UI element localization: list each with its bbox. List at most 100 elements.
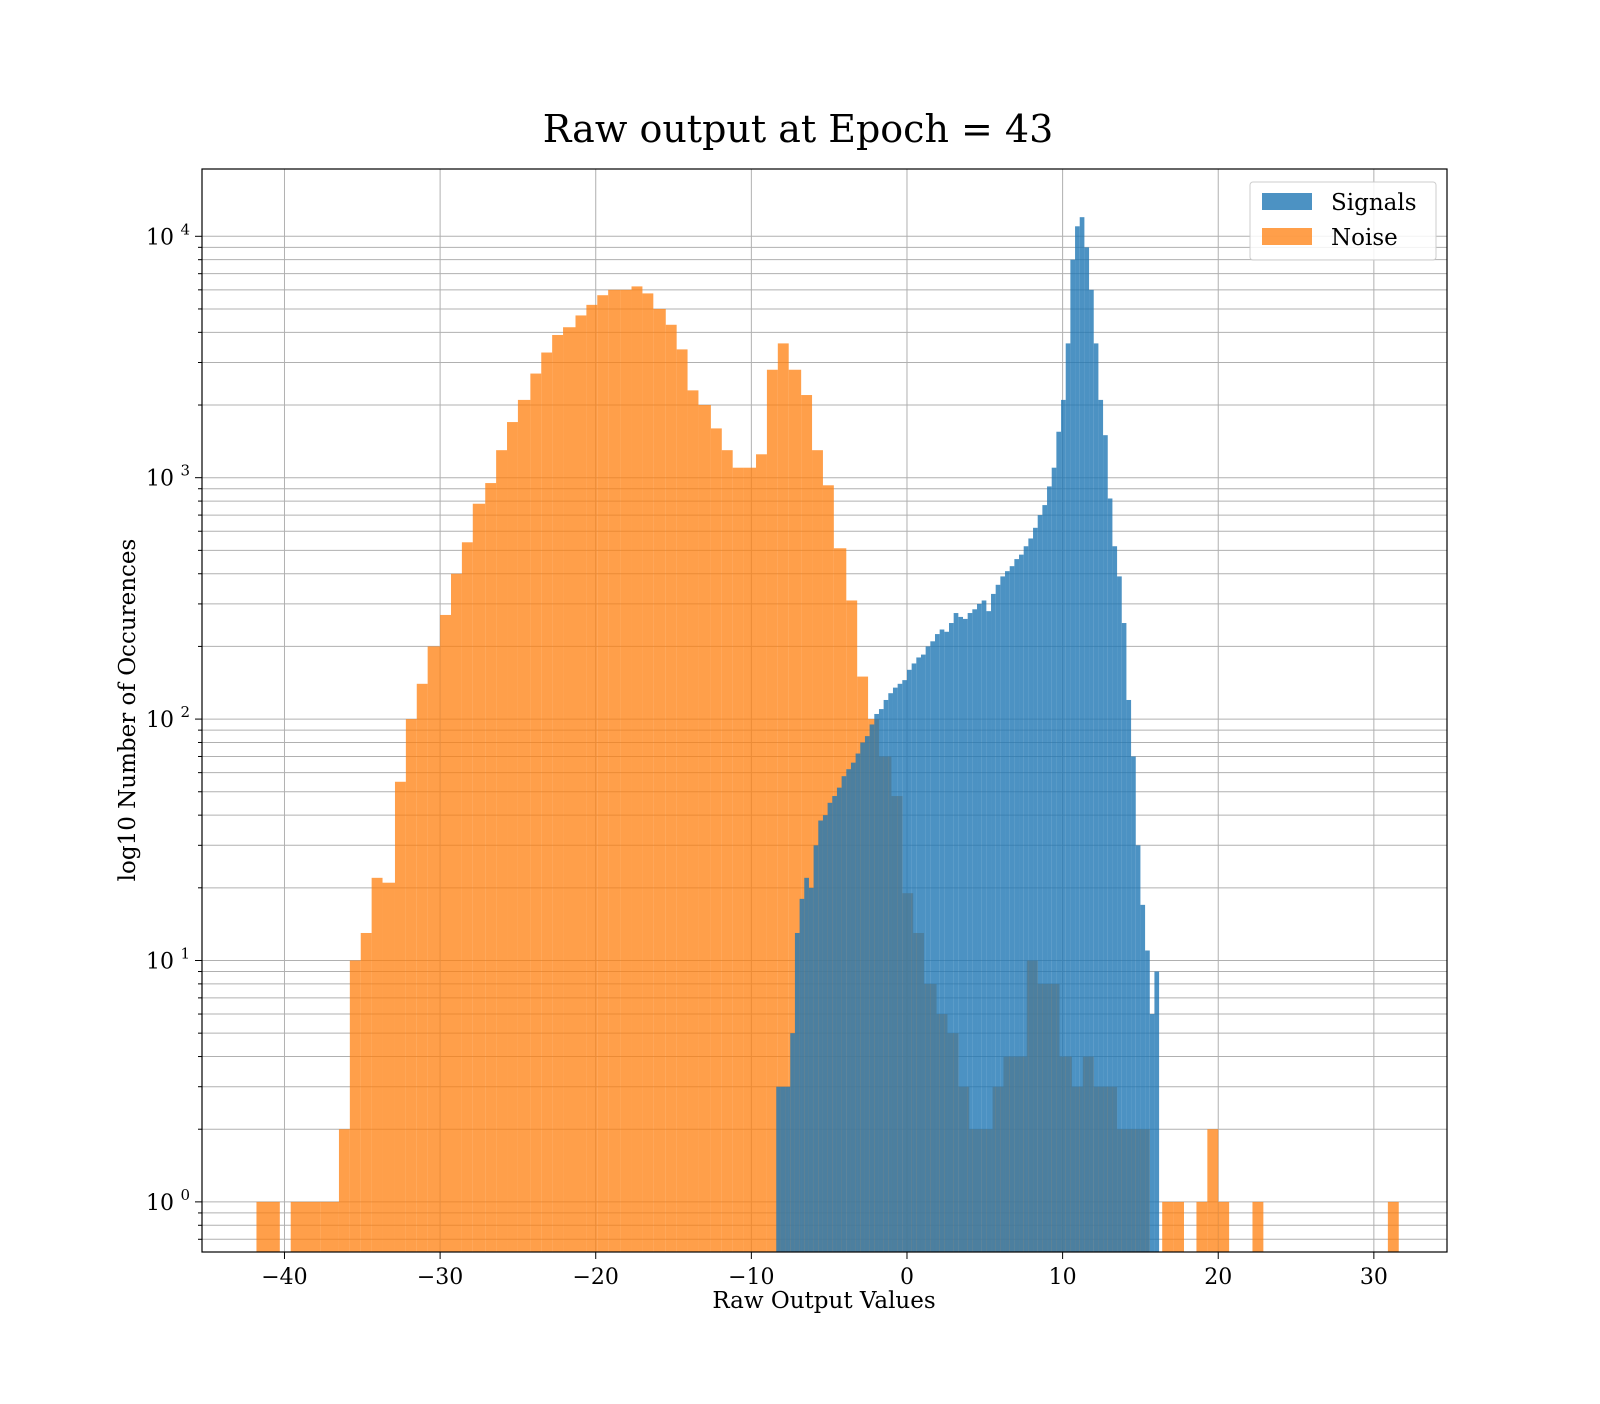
y-tick-exponent: 4	[180, 220, 190, 238]
bar-noise	[665, 324, 677, 1252]
bar-noise	[743, 467, 757, 1252]
bar-noise	[472, 503, 486, 1253]
bar-signals	[1033, 527, 1038, 1252]
legend-swatch-noise	[1262, 228, 1312, 245]
bar-signals	[822, 815, 828, 1252]
bar-signals	[1131, 756, 1136, 1252]
bar-signals	[1084, 247, 1090, 1252]
bar-signals	[986, 611, 992, 1252]
bar-signals	[1075, 226, 1080, 1253]
bar-signals	[827, 802, 833, 1252]
x-tick-label: −20	[573, 1265, 619, 1290]
bar-noise	[710, 428, 722, 1253]
bar-signals	[906, 669, 912, 1252]
x-tick-label: 0	[900, 1265, 914, 1290]
bar-noise	[320, 1201, 339, 1252]
bar-signals	[977, 603, 982, 1252]
bars	[256, 217, 1399, 1253]
bar-noise	[1207, 1129, 1219, 1252]
bar-noise	[732, 467, 744, 1252]
y-tick-exponent: 3	[180, 462, 190, 480]
bar-noise	[563, 327, 576, 1252]
bar-noise	[485, 483, 497, 1252]
bar-noise	[766, 369, 778, 1252]
y-tick-label: 10	[146, 225, 174, 250]
bar-noise	[461, 542, 473, 1252]
bar-noise	[687, 390, 699, 1253]
bar-signals	[1112, 546, 1118, 1252]
bar-signals	[949, 623, 954, 1252]
bar-signals	[897, 683, 903, 1252]
bar-signals	[836, 787, 842, 1252]
bar-signals	[878, 709, 884, 1252]
bar-signals	[934, 634, 940, 1252]
bar-noise	[631, 286, 643, 1252]
y-tick-exponent: 0	[180, 1186, 190, 1204]
y-tick-exponent: 2	[180, 703, 190, 721]
bar-signals	[1154, 971, 1160, 1252]
bar-noise	[597, 295, 609, 1252]
bar-noise	[1162, 1201, 1174, 1252]
bar-noise	[507, 422, 518, 1252]
bar-signals	[864, 736, 870, 1252]
bar-signals	[804, 877, 809, 1252]
bar-signals	[930, 641, 935, 1252]
bar-signals	[841, 776, 847, 1252]
bar-noise	[608, 289, 621, 1252]
bar-signals	[1089, 289, 1094, 1252]
bar-signals	[958, 616, 964, 1252]
bar-signals	[1145, 950, 1150, 1252]
bar-signals	[925, 646, 931, 1252]
y-tick-label: 10	[146, 949, 174, 974]
axis-ticks: −40 −30 −20 −10 0 10 20 30 10 0 10 1 10 2 10 3 10 4	[146, 220, 1388, 1290]
bar-signals	[785, 1086, 791, 1252]
bar-noise	[427, 646, 441, 1252]
x-tick-label: −30	[417, 1265, 463, 1290]
bar-signals	[967, 613, 973, 1252]
bar-noise	[801, 395, 813, 1252]
bar-signals	[1009, 566, 1015, 1252]
bar-signals	[1042, 505, 1048, 1252]
bar-signals	[1140, 904, 1146, 1252]
bar-signals	[892, 687, 898, 1252]
bar-signals	[869, 724, 875, 1252]
y-tick-exponent: 1	[180, 944, 190, 962]
legend-label-signals: Signals	[1331, 190, 1417, 216]
bar-signals	[1107, 498, 1113, 1252]
bar-noise	[416, 683, 428, 1252]
bar-signals	[1070, 259, 1076, 1252]
bar-noise	[1173, 1201, 1184, 1252]
bar-signals	[832, 796, 837, 1252]
bar-signals	[1019, 554, 1024, 1252]
legend-swatch-signals	[1262, 193, 1312, 210]
bar-noise	[382, 882, 395, 1252]
legend: Signals Noise	[1249, 181, 1437, 261]
bar-noise	[698, 405, 711, 1253]
bar-signals	[911, 663, 917, 1252]
bar-signals	[1000, 576, 1006, 1252]
x-tick-label: −40	[261, 1265, 307, 1290]
bar-signals	[920, 654, 926, 1252]
bar-noise	[1218, 1201, 1230, 1252]
bar-noise	[440, 614, 451, 1252]
bar-signals	[1005, 571, 1010, 1252]
x-tick-label: 20	[1204, 1265, 1232, 1290]
bar-signals	[1061, 399, 1066, 1252]
bar-signals	[902, 680, 907, 1252]
bar-signals	[1079, 217, 1085, 1253]
plot-frame	[201, 168, 1448, 1253]
bar-signals	[1098, 399, 1104, 1252]
bar-signals	[1047, 486, 1052, 1253]
bar-noise	[349, 960, 361, 1252]
bar-signals	[855, 753, 861, 1252]
bar-noise	[620, 289, 632, 1252]
bar-signals	[874, 713, 879, 1252]
bar-signals	[944, 631, 949, 1252]
bar-signals	[991, 593, 996, 1252]
bar-noise	[777, 343, 789, 1252]
bar-signals	[818, 820, 823, 1252]
bar-noise	[371, 877, 383, 1252]
bar-signals	[790, 1033, 795, 1252]
bar-signals	[1065, 343, 1071, 1252]
